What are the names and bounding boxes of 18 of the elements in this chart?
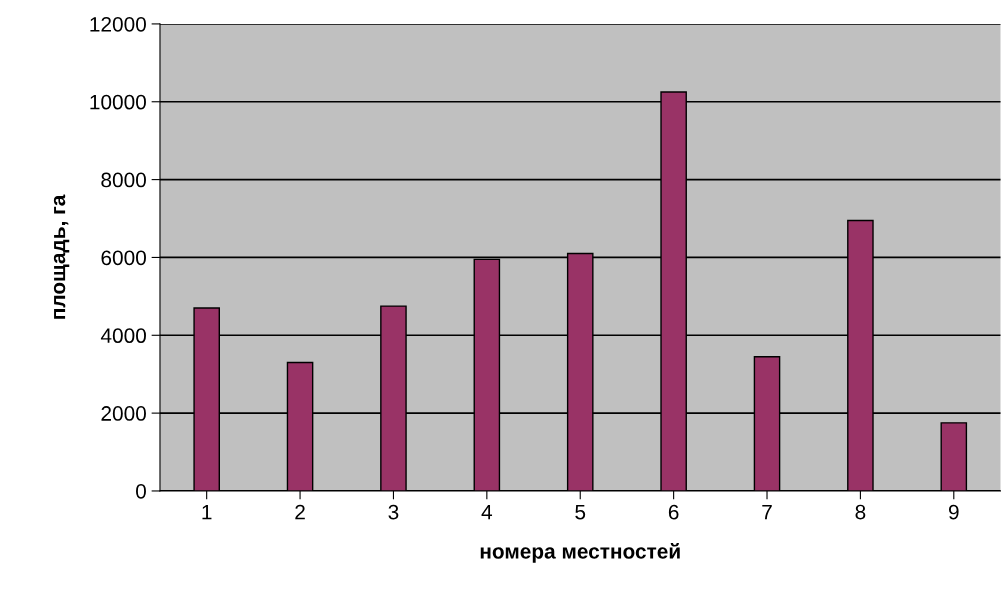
x-tick-label: 4 — [481, 504, 493, 520]
y-tick-label: 6000 — [101, 250, 146, 266]
y-tick-label: 10000 — [90, 94, 146, 110]
y-tick-label: 2000 — [101, 406, 146, 421]
x-tick-label: 1 — [202, 504, 212, 520]
x-tick-label: 8 — [855, 504, 866, 520]
x-tick-label: 2 — [295, 504, 305, 520]
x-tick-label: 6 — [668, 504, 679, 520]
y-tick-label: 0 — [136, 483, 146, 499]
y-tick-label: 12000 — [90, 16, 146, 32]
x-tick-label: 9 — [948, 504, 959, 520]
x-axis-title: номера местностей — [480, 543, 680, 563]
y-axis-title: площадь, га — [53, 194, 70, 319]
y-tick-label: 8000 — [101, 172, 146, 188]
x-tick-label: 5 — [575, 504, 586, 520]
x-tick-label: 7 — [762, 504, 772, 520]
x-tick-label: 3 — [388, 504, 399, 520]
y-tick-label: 4000 — [100, 328, 146, 344]
